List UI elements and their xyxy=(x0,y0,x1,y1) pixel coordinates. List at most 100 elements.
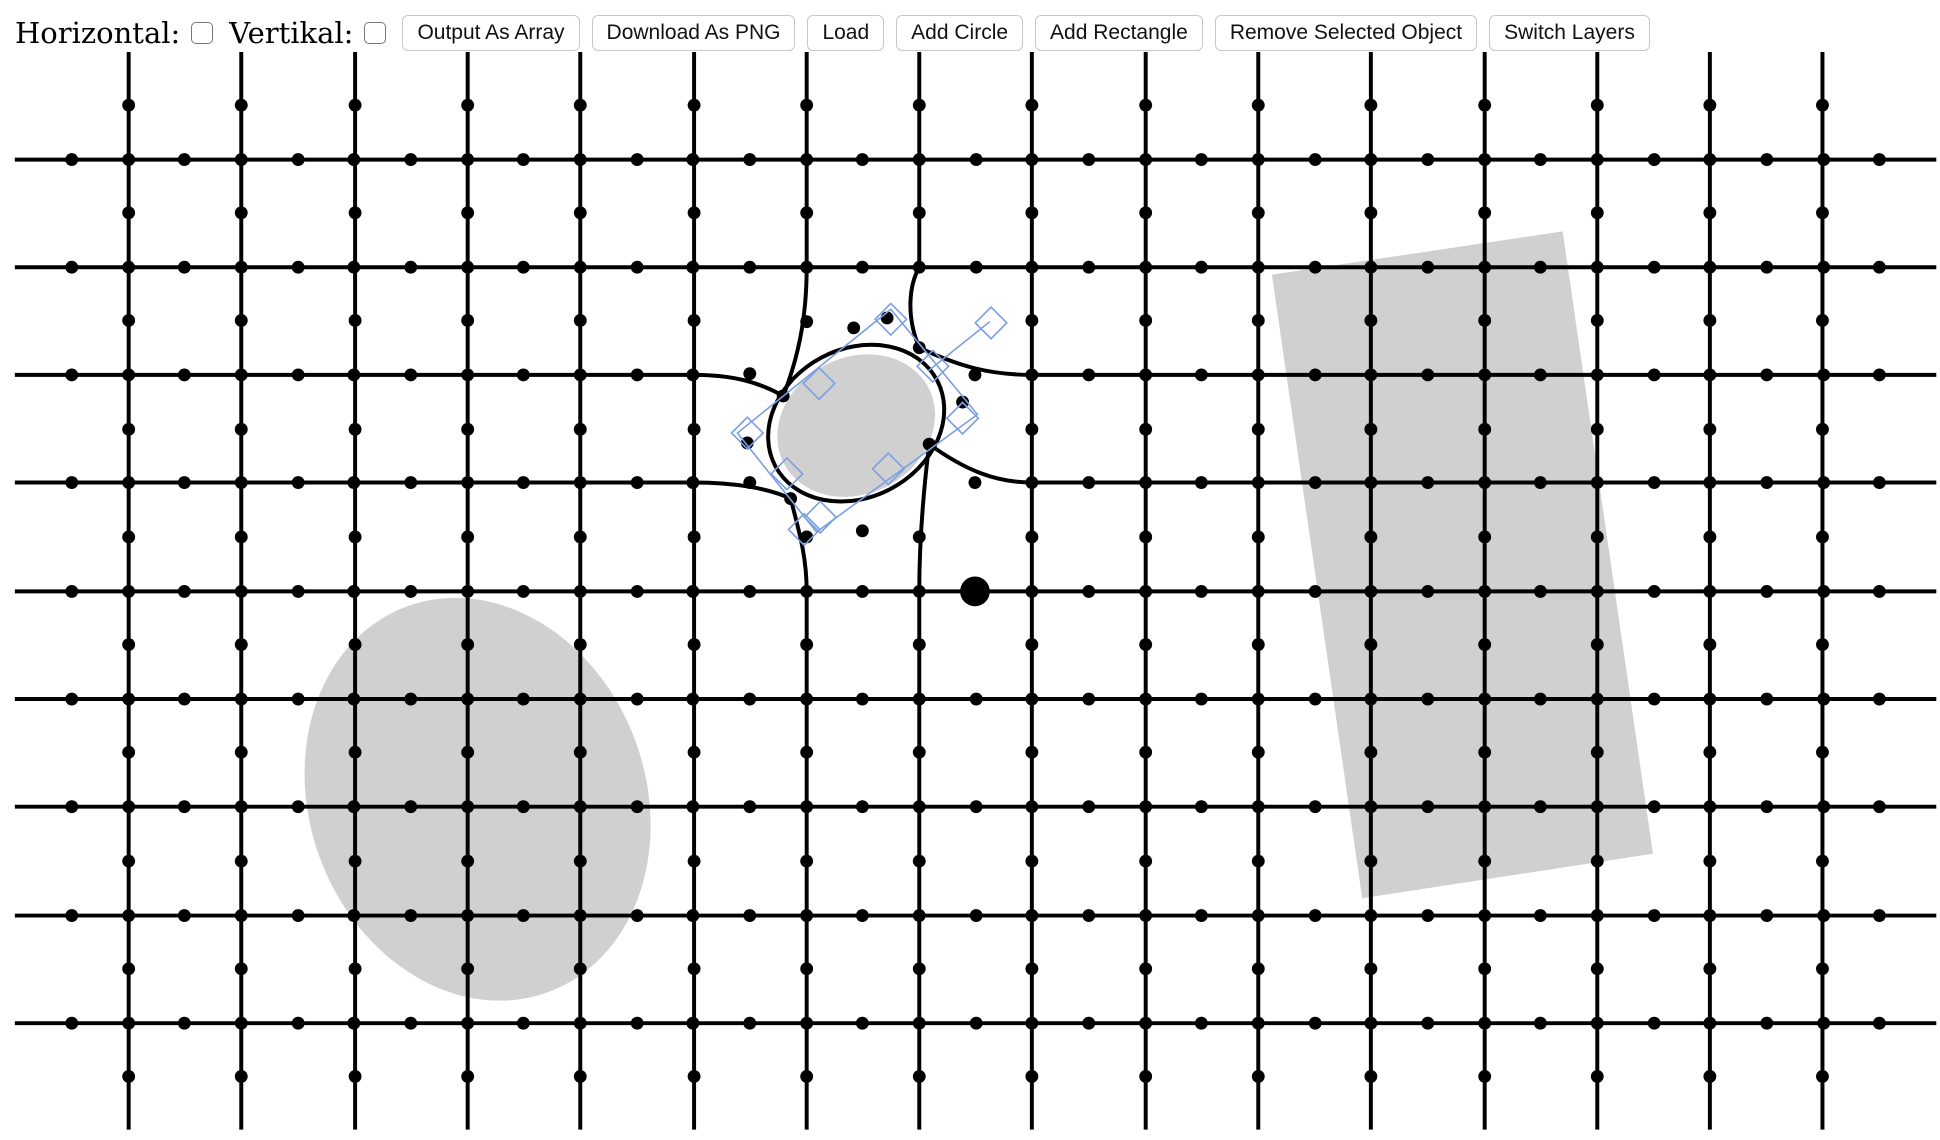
displaced-node xyxy=(740,436,754,450)
grid-node xyxy=(516,1016,530,1030)
grid-node xyxy=(1478,909,1492,922)
displaced-node xyxy=(743,367,757,381)
grid-node xyxy=(1647,909,1661,922)
grid-node xyxy=(573,800,587,814)
grid-node xyxy=(1364,368,1378,382)
grid-node xyxy=(516,584,530,598)
grid-node xyxy=(348,98,362,112)
grid-node xyxy=(573,909,587,922)
grid-node xyxy=(1025,745,1039,759)
grid-node xyxy=(800,909,814,922)
output-as-array-button[interactable]: Output As Array xyxy=(402,15,580,51)
grid-node xyxy=(743,1016,757,1030)
grid-node xyxy=(687,530,701,544)
grid-node xyxy=(461,745,475,759)
download-as-png-button[interactable]: Download As PNG xyxy=(591,15,796,51)
grid-node xyxy=(461,1069,475,1083)
grid-node xyxy=(461,1016,475,1030)
grid-node xyxy=(461,962,475,976)
grid-node xyxy=(122,745,136,759)
grid-node xyxy=(912,800,926,814)
grid-node xyxy=(1251,745,1265,759)
grid-node xyxy=(1251,314,1265,327)
grid-node xyxy=(1139,692,1153,706)
grid-node xyxy=(1139,1016,1153,1030)
grid-node xyxy=(1647,584,1661,598)
grid-node xyxy=(404,584,418,598)
grid-node xyxy=(1025,314,1039,327)
resize-handle[interactable] xyxy=(802,366,836,401)
resize-handle[interactable] xyxy=(803,500,838,535)
grid-node xyxy=(348,422,362,436)
grid-node xyxy=(1703,206,1717,220)
toolbar: Horizontal: Vertikal: Output As Array Do… xyxy=(15,13,1662,53)
grid-node xyxy=(1817,584,1831,598)
grid-node xyxy=(122,909,136,922)
grid-node xyxy=(1251,153,1265,167)
selected-point-handle[interactable] xyxy=(960,576,990,607)
grid-node xyxy=(461,800,475,814)
grid-node xyxy=(1421,368,1435,382)
resize-handle[interactable] xyxy=(871,452,906,486)
selection-handles[interactable] xyxy=(730,302,1008,547)
grid-node xyxy=(686,153,700,167)
grid-node xyxy=(1647,1016,1661,1030)
grid-node xyxy=(1703,153,1717,167)
grid-node xyxy=(65,909,79,922)
grid-node xyxy=(1251,1069,1265,1083)
grid-node xyxy=(348,206,362,220)
resize-handle[interactable] xyxy=(873,302,908,337)
grid-node xyxy=(461,314,475,327)
grid-node xyxy=(855,584,869,598)
grid-node xyxy=(687,745,701,759)
grid-node xyxy=(1364,1016,1378,1030)
grid-node xyxy=(1364,745,1378,759)
grid-node xyxy=(743,800,757,814)
grid-node xyxy=(687,314,701,327)
grid-node xyxy=(1308,260,1322,274)
load-button[interactable]: Load xyxy=(807,15,885,51)
grid-node xyxy=(912,745,926,759)
resize-handle[interactable] xyxy=(769,456,804,491)
grid-node xyxy=(1478,476,1492,489)
grid-node xyxy=(912,1069,926,1083)
grid-node xyxy=(122,530,136,544)
grid-node xyxy=(1533,1016,1547,1030)
grid-node xyxy=(1760,800,1774,814)
grid-node xyxy=(1872,260,1886,274)
grid-node xyxy=(177,692,191,706)
grid-node xyxy=(1816,962,1829,976)
grid-node xyxy=(1025,422,1039,436)
resize-handle[interactable] xyxy=(730,416,765,450)
resize-handle[interactable] xyxy=(945,401,980,436)
grid-node xyxy=(687,98,701,112)
grid-node xyxy=(461,476,475,489)
grid-node xyxy=(1025,98,1039,112)
grid-node xyxy=(291,800,305,814)
vertical-checkbox[interactable] xyxy=(364,22,387,44)
add-circle-button[interactable]: Add Circle xyxy=(896,15,1024,51)
left-ellipse[interactable] xyxy=(249,549,706,1050)
resize-handle[interactable] xyxy=(915,349,950,384)
right-rectangle[interactable] xyxy=(1271,231,1653,899)
switch-layers-button[interactable]: Switch Layers xyxy=(1489,15,1650,51)
grid-node xyxy=(1703,909,1717,922)
grid-node xyxy=(573,530,587,544)
grid-node xyxy=(461,98,475,112)
resize-handle[interactable] xyxy=(787,512,822,547)
grid-node xyxy=(686,692,700,706)
grid-node xyxy=(65,260,79,274)
horizontal-checkbox[interactable] xyxy=(191,22,214,44)
resize-handle[interactable] xyxy=(974,306,1008,340)
grid-node xyxy=(573,962,587,976)
add-rectangle-button[interactable]: Add Rectangle xyxy=(1035,15,1203,51)
grid-node xyxy=(1703,314,1717,327)
grid-node xyxy=(630,800,644,814)
grid-node xyxy=(1760,692,1774,706)
grid-node xyxy=(573,745,587,759)
remove-selected-object-button[interactable]: Remove Selected Object xyxy=(1214,15,1478,51)
grid-node xyxy=(573,1016,587,1030)
grid-node xyxy=(1308,1016,1322,1030)
grid-node xyxy=(461,422,475,436)
